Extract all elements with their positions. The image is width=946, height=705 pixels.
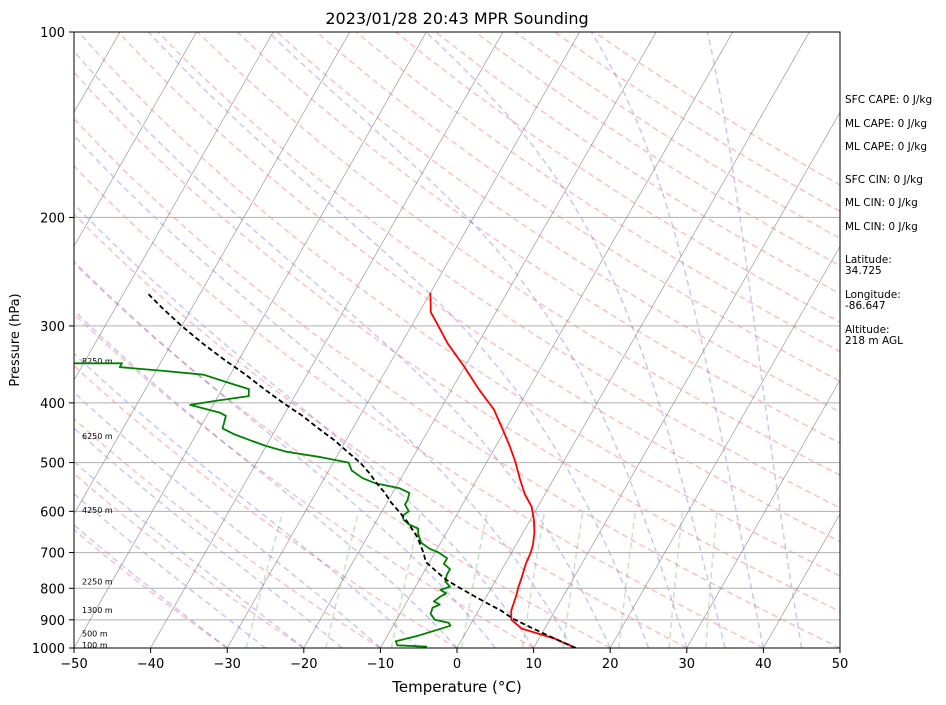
isotherm-gridline <box>533 111 840 648</box>
isotherm-gridline <box>686 379 840 648</box>
gridlines <box>74 32 840 648</box>
altitude-value: 218 m AGL <box>845 335 903 347</box>
moist-adiabat-line <box>74 524 228 648</box>
sounding-series <box>74 292 577 648</box>
altitude-label: Altitude: <box>845 324 890 336</box>
moist-adiabat-line <box>74 309 458 648</box>
y-tick-label: 800 <box>40 582 65 597</box>
ml-cin-text-2: ML CIN: 0 J/kg <box>845 221 918 233</box>
y-axis: 100 200 300 400 500 600 700 800 900 1000 <box>32 26 74 657</box>
longitude-value: -86.647 <box>845 300 886 312</box>
dry-adiabat-line <box>316 32 840 383</box>
x-axis-label: Temperature (°C) <box>391 678 521 696</box>
y-tick-label: 400 <box>40 397 65 412</box>
moist-adiabat-line <box>74 391 381 648</box>
x-tick-label: −20 <box>290 657 317 672</box>
height-label: 4250 m <box>82 506 113 515</box>
longitude-label: Longitude: <box>845 289 901 301</box>
isotherm-gridline <box>303 32 657 648</box>
moist-adiabat-line <box>590 32 765 648</box>
y-axis-label: Pressure (hPa) <box>8 293 23 386</box>
ml-cape-text-2: ML CAPE: 0 J/kg <box>845 141 928 153</box>
isotherm-gridline <box>380 32 734 648</box>
y-tick-label: 200 <box>40 211 65 226</box>
x-tick-label: 40 <box>755 657 772 672</box>
isotherm-gridline <box>74 32 274 381</box>
x-tick-label: 20 <box>602 657 619 672</box>
moist-adiabat-line <box>74 260 496 648</box>
latitude-value: 34.725 <box>845 265 882 277</box>
series-line-0 <box>429 292 577 648</box>
moist-adiabat-line <box>74 492 266 648</box>
height-label: 500 m <box>82 630 108 639</box>
moist-adiabat-line <box>147 32 650 648</box>
height-label: 100 m <box>82 641 108 650</box>
latitude-label: Latitude: <box>845 254 892 266</box>
dry-adiabat-line <box>74 312 534 648</box>
mixing-ratio-line <box>390 511 422 648</box>
isotherm-gridline <box>763 513 840 648</box>
dry-adiabat-line <box>74 71 840 613</box>
stats-panel: SFC CAPE: 0 J/kg ML CAPE: 0 J/kg ML CAPE… <box>845 0 946 705</box>
y-tick-label: 700 <box>40 547 65 562</box>
x-tick-label: 50 <box>832 657 849 672</box>
sfc-cin-text: SFC CIN: 0 J/kg <box>845 174 923 186</box>
x-tick-label: 30 <box>679 657 696 672</box>
chart-title: 2023/01/28 20:43 MPR Sounding <box>325 9 588 28</box>
moist-adiabat-line <box>425 32 726 648</box>
y-tick-label: 500 <box>40 457 65 472</box>
y-tick-label: 600 <box>40 505 65 520</box>
isotherm-gridline <box>74 32 197 248</box>
moist-adiabat-line <box>74 50 611 648</box>
moist-adiabat-line <box>706 32 803 648</box>
moist-adiabat-line <box>74 134 573 648</box>
x-tick-label: 10 <box>525 657 542 672</box>
x-axis: −50 −40 −30 −20 −10 0 10 20 30 40 50 <box>60 648 848 672</box>
y-tick-label: 100 <box>40 26 65 41</box>
dry-adiabat-line <box>157 32 840 509</box>
isotherm-gridline <box>226 32 580 648</box>
y-tick-label: 1000 <box>32 642 65 657</box>
isotherm-gridline <box>150 32 504 648</box>
moist-adiabat-line <box>74 352 420 648</box>
y-tick-label: 900 <box>40 614 65 629</box>
isotherm-gridline <box>74 32 351 515</box>
dry-adiabat-line <box>74 117 840 648</box>
isotherm-gridline <box>74 32 427 648</box>
dry-adiabat-line <box>74 164 764 648</box>
height-label: 2250 m <box>82 578 113 587</box>
dry-adiabat-line <box>117 32 840 543</box>
sfc-cape-text: SFC CAPE: 0 J/kg <box>845 94 933 106</box>
x-tick-label: −10 <box>367 657 394 672</box>
series-line-2 <box>146 292 577 648</box>
dry-adiabat-line <box>74 528 228 648</box>
dry-adiabat-line <box>74 262 611 648</box>
moist-adiabat-line <box>74 427 343 648</box>
height-label: 6250 m <box>82 432 113 441</box>
dry-adiabat-line <box>74 364 458 648</box>
dry-adiabat-line <box>196 32 840 476</box>
mixing-ratio-line <box>325 511 360 648</box>
ml-cin-text: ML CIN: 0 J/kg <box>845 197 918 209</box>
isotherm-gridline <box>456 32 810 648</box>
x-tick-label: −50 <box>60 657 87 672</box>
x-tick-label: 0 <box>453 657 461 672</box>
series-line-1 <box>74 362 452 648</box>
height-label: 1300 m <box>82 606 113 615</box>
height-label: 8250 m <box>82 357 113 366</box>
isotherm-gridline <box>609 245 840 648</box>
dry-adiabat-line <box>74 213 688 648</box>
y-tick-label: 300 <box>40 320 65 335</box>
moist-adiabat-line <box>74 460 305 648</box>
ml-cape-text: ML CAPE: 0 J/kg <box>845 118 928 130</box>
moist-adiabat-line <box>267 32 688 648</box>
height-labels: 100 m 500 m 1300 m 2250 m 4250 m 6250 m 8250 m <box>82 357 113 650</box>
x-tick-label: −30 <box>213 657 240 672</box>
reference-lines <box>74 32 840 648</box>
x-tick-label: −40 <box>137 657 164 672</box>
dry-adiabat-line <box>355 32 840 353</box>
plot-frame <box>73 31 841 649</box>
